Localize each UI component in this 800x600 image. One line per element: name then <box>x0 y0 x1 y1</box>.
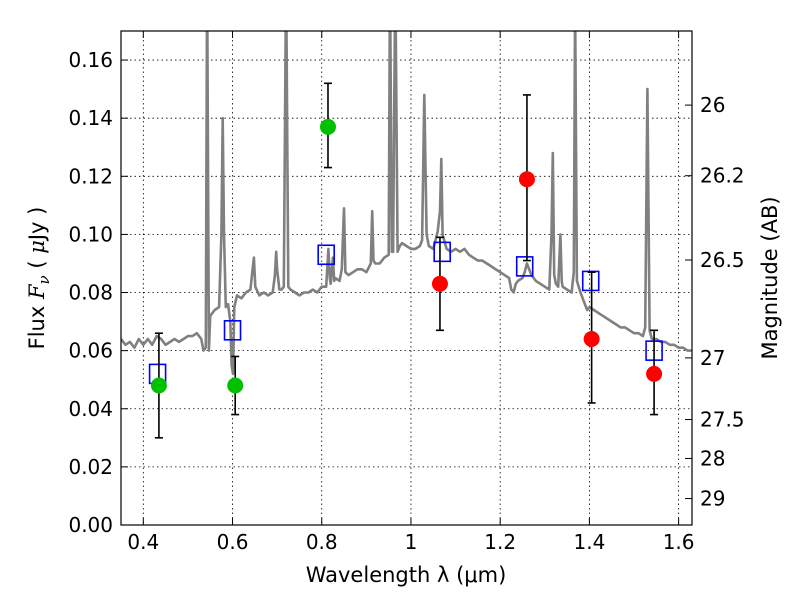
red-data-point <box>646 365 663 382</box>
model-square-marker <box>317 244 336 266</box>
y2-tick-label: 26 <box>700 93 725 117</box>
y2-axis-label: Magnitude (AB) <box>758 196 782 359</box>
plot-background <box>121 31 692 525</box>
y-tick-label: 0.10 <box>68 222 113 246</box>
red-data-point <box>431 275 448 292</box>
grid-lines <box>121 31 692 525</box>
red-data-point <box>583 331 600 348</box>
green-data-point <box>227 377 244 394</box>
y2-tick-label: 26.5 <box>700 248 745 272</box>
axis-ticks: 0.4 0.6 0.8 1 1.2 1.4 1.6 0.00 0.02 0.04 0.06 0.08 0… <box>68 31 745 554</box>
y-tick-label: 0.00 <box>68 513 113 537</box>
x-tick-label: 1 <box>405 530 418 554</box>
x-tick-label: 1.4 <box>573 530 605 554</box>
y2-tick-label: 27.5 <box>700 408 745 432</box>
y-axis-label-symbol: F <box>25 283 49 300</box>
y-axis-label-mu: μ <box>25 240 49 254</box>
model-square-marker <box>223 320 242 341</box>
y-tick-label: 0.02 <box>68 455 113 479</box>
data-markers <box>148 82 663 439</box>
y2-tick-label: 29 <box>700 487 725 511</box>
x-axis-label: Wavelength λ (μm) <box>306 563 507 587</box>
x-tick-label: 1.6 <box>663 530 695 554</box>
y-axis-label-subscript: ν <box>35 275 53 284</box>
y-axis-label-unit: Jy ) <box>25 207 49 243</box>
model-square-marker <box>433 241 451 263</box>
green-data-point <box>319 118 336 135</box>
model-square-marker <box>515 256 534 277</box>
x-tick-label: 0.8 <box>306 530 338 554</box>
y-tick-label: 0.06 <box>68 339 113 363</box>
y2-tick-label: 26.2 <box>700 164 745 188</box>
y-tick-label: 0.08 <box>68 281 113 305</box>
y2-tick-label: 27 <box>700 346 725 370</box>
y-tick-label: 0.12 <box>68 164 113 188</box>
plot-frame <box>120 30 693 526</box>
plot-area <box>121 31 692 439</box>
green-data-point <box>150 377 167 394</box>
y-axis-label: Flux Fν ( μJy ) <box>25 207 53 350</box>
y-tick-label: 0.14 <box>68 106 113 130</box>
y2-tick-label: 28 <box>700 446 725 470</box>
x-tick-label: 0.4 <box>127 530 159 554</box>
spectrum-line <box>121 31 692 376</box>
y-axis-label-open: ( <box>25 254 49 276</box>
y-tick-label: 0.16 <box>68 48 113 72</box>
x-tick-label: 0.6 <box>217 530 249 554</box>
red-data-point <box>518 171 535 188</box>
x-tick-label: 1.2 <box>484 530 516 554</box>
y-axis-label-word: Flux <box>25 299 49 349</box>
y-tick-label: 0.04 <box>68 397 113 421</box>
